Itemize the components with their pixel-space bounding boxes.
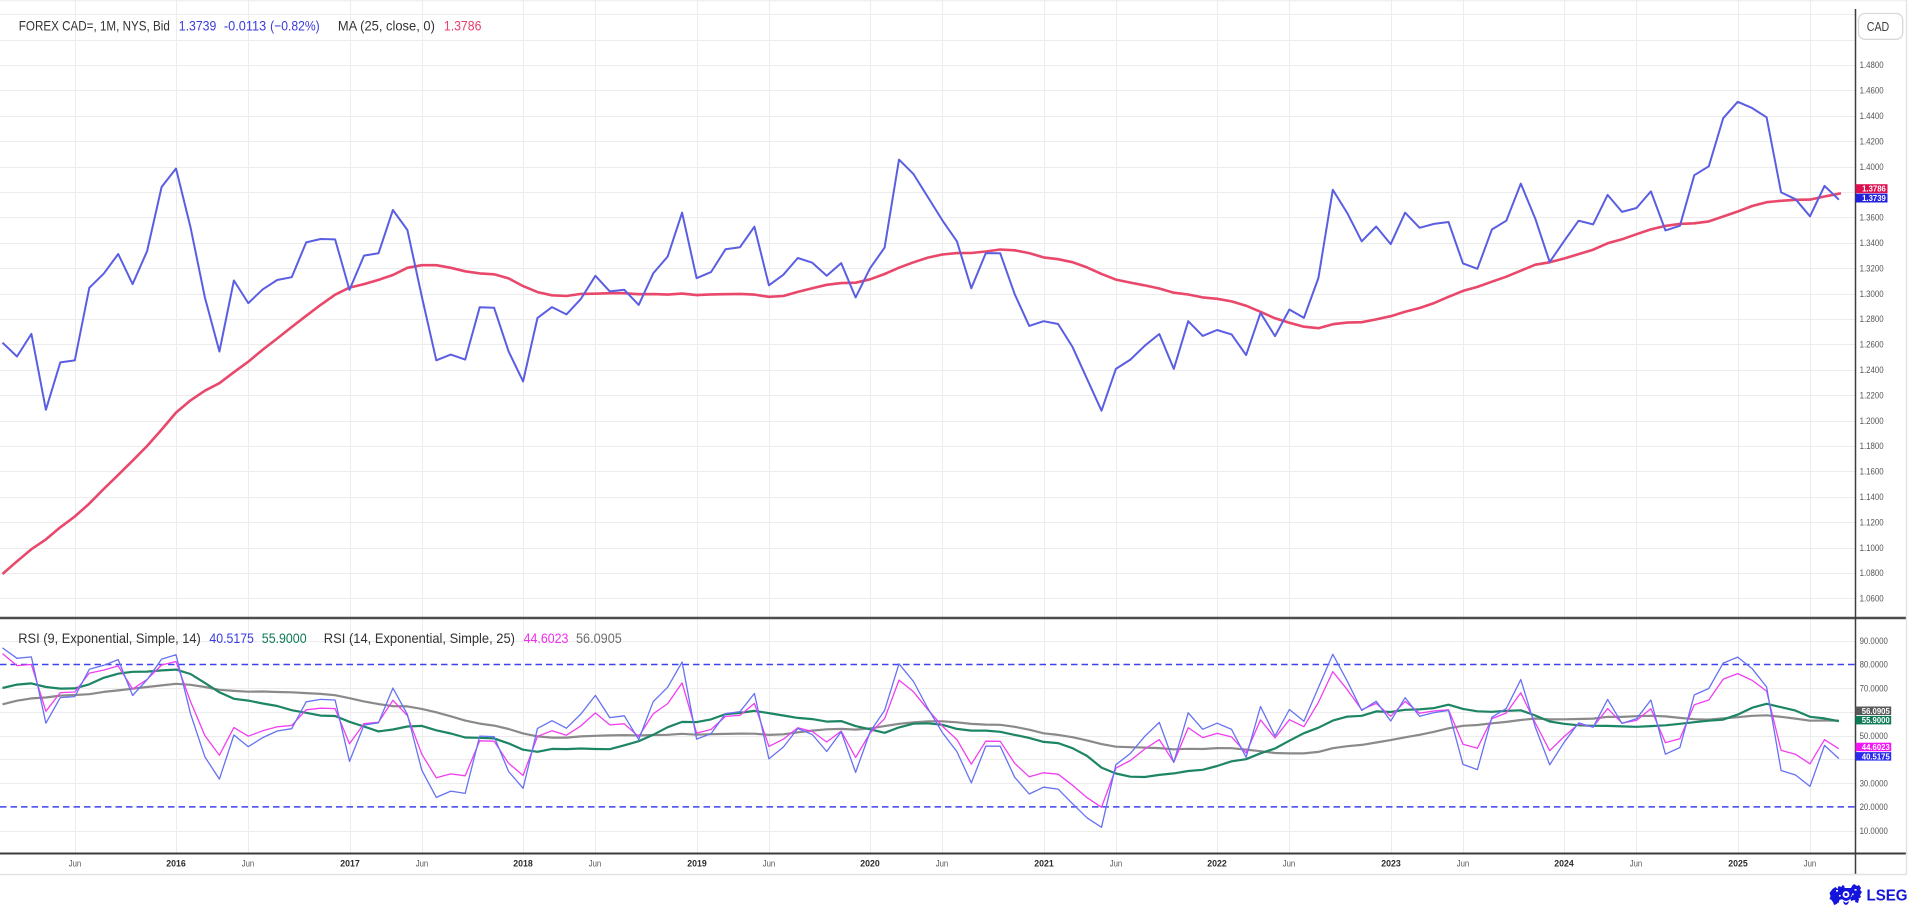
svg-text:2023: 2023: [1381, 858, 1401, 869]
svg-text:2024: 2024: [1554, 858, 1574, 869]
svg-text:(−0.82%): (−0.82%): [270, 18, 320, 34]
svg-text:1.1000: 1.1000: [1860, 543, 1884, 553]
svg-text:LSEG: LSEG: [1867, 888, 1908, 905]
svg-text:1.2400: 1.2400: [1860, 365, 1884, 375]
svg-text:Jun: Jun: [1110, 858, 1123, 869]
svg-text:1.4800: 1.4800: [1860, 60, 1884, 70]
svg-text:80.0000: 80.0000: [1860, 660, 1888, 670]
svg-text:1.1200: 1.1200: [1860, 517, 1884, 527]
svg-text:50.0000: 50.0000: [1860, 731, 1888, 741]
svg-text:90.0000: 90.0000: [1860, 636, 1888, 646]
svg-text:2017: 2017: [340, 858, 360, 869]
svg-text:1.1400: 1.1400: [1860, 492, 1884, 502]
svg-text:Jun: Jun: [763, 858, 776, 869]
svg-text:1.3786: 1.3786: [444, 18, 482, 34]
svg-text:1.4200: 1.4200: [1860, 136, 1884, 146]
svg-text:Jun: Jun: [936, 858, 949, 869]
svg-text:1.3739: 1.3739: [1862, 193, 1886, 203]
svg-text:2025: 2025: [1728, 858, 1748, 869]
svg-text:56.0905: 56.0905: [576, 630, 622, 646]
svg-text:30.0000: 30.0000: [1860, 778, 1888, 788]
svg-text:1.0800: 1.0800: [1860, 568, 1884, 578]
svg-text:40.5175: 40.5175: [1862, 751, 1890, 761]
svg-text:1.2800: 1.2800: [1860, 314, 1884, 324]
svg-text:40.5175: 40.5175: [209, 630, 254, 646]
svg-text:2020: 2020: [860, 858, 880, 869]
svg-text:1.1600: 1.1600: [1860, 467, 1884, 477]
svg-text:Jun: Jun: [416, 858, 429, 869]
svg-text:1.3600: 1.3600: [1860, 213, 1884, 223]
svg-text:2016: 2016: [166, 858, 186, 869]
svg-text:1.2600: 1.2600: [1860, 340, 1884, 350]
svg-text:55.9000: 55.9000: [1862, 715, 1890, 725]
svg-text:Jun: Jun: [1630, 858, 1643, 869]
svg-text:1.3786: 1.3786: [1862, 184, 1886, 194]
svg-text:2019: 2019: [687, 858, 707, 869]
svg-text:1.3400: 1.3400: [1860, 238, 1884, 248]
svg-text:44.6023: 44.6023: [524, 630, 569, 646]
svg-text:Jun: Jun: [1283, 858, 1296, 869]
svg-text:2018: 2018: [513, 858, 533, 869]
svg-text:1.2200: 1.2200: [1860, 390, 1884, 400]
svg-text:1.3000: 1.3000: [1860, 289, 1884, 299]
svg-text:Jun: Jun: [69, 858, 82, 869]
svg-text:Jun: Jun: [589, 858, 602, 869]
svg-text:Jun: Jun: [242, 858, 255, 869]
svg-text:FOREX CAD=, 1M, NYS, Bid: FOREX CAD=, 1M, NYS, Bid: [19, 18, 170, 34]
svg-text:RSI (14, Exponential, Simple,: RSI (14, Exponential, Simple, 25): [324, 630, 515, 646]
svg-text:-0.0113: -0.0113: [224, 18, 266, 34]
svg-text:1.2000: 1.2000: [1860, 416, 1884, 426]
svg-text:1.4600: 1.4600: [1860, 86, 1884, 96]
svg-text:1.3739: 1.3739: [179, 18, 217, 34]
svg-text:1.4000: 1.4000: [1860, 162, 1884, 172]
svg-text:RSI (9, Exponential, Simple, 1: RSI (9, Exponential, Simple, 14): [18, 630, 201, 646]
svg-text:Jun: Jun: [1457, 858, 1470, 869]
svg-text:1.3200: 1.3200: [1860, 263, 1884, 273]
svg-text:CAD: CAD: [1867, 20, 1890, 34]
svg-text:20.0000: 20.0000: [1860, 802, 1888, 812]
svg-text:MA (25, close, 0): MA (25, close, 0): [338, 18, 435, 34]
svg-text:2021: 2021: [1034, 858, 1054, 869]
svg-text:44.6023: 44.6023: [1862, 742, 1890, 752]
svg-text:Jun: Jun: [1804, 858, 1817, 869]
svg-text:1.1800: 1.1800: [1860, 441, 1884, 451]
svg-text:1.4400: 1.4400: [1860, 111, 1884, 121]
svg-text:10.0000: 10.0000: [1860, 826, 1888, 836]
svg-text:1.0600: 1.0600: [1860, 594, 1884, 604]
svg-text:70.0000: 70.0000: [1860, 684, 1888, 694]
svg-text:2022: 2022: [1207, 858, 1227, 869]
svg-text:55.9000: 55.9000: [262, 630, 307, 646]
svg-text:56.0905: 56.0905: [1862, 706, 1890, 716]
